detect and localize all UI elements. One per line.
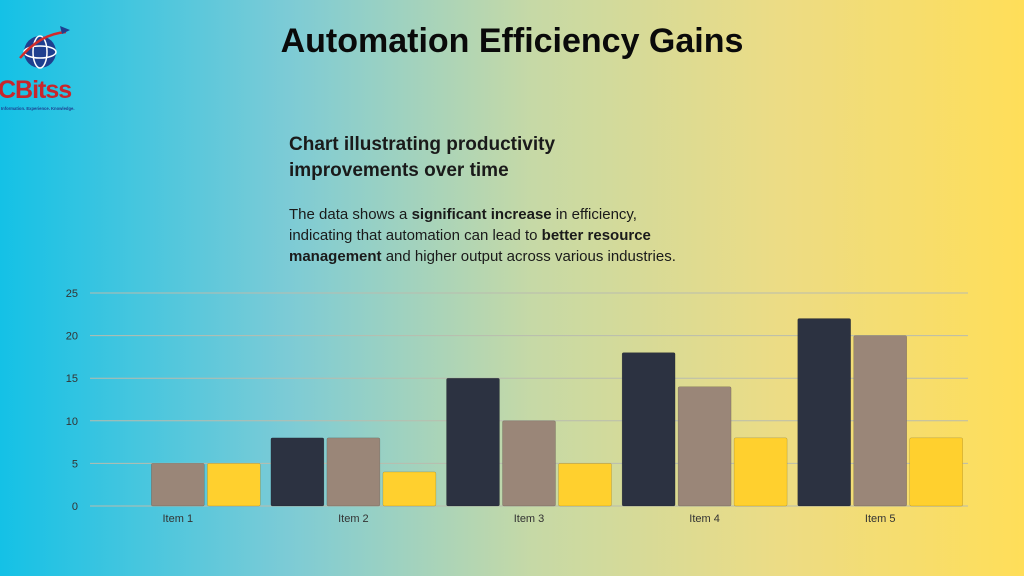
x-tick-label: Item 4 [689,513,720,525]
y-tick-label: 0 [72,501,78,513]
bar-series1-item-4 [621,352,676,507]
y-tick-label: 20 [66,331,78,343]
y-tick-label: 15 [66,373,78,385]
bar-series1-item-3 [446,377,500,507]
bar-series3-item-2 [382,471,437,507]
y-tick-label: 10 [66,416,78,428]
x-tick-label: Item 1 [163,513,194,525]
y-tick-label: 5 [72,458,78,470]
bar-series1-item-5 [797,318,851,507]
chart-subtitle: Chart illustrating productivity improvem… [289,134,556,181]
bar-series2-item-3 [502,420,556,507]
highlight-better-resource-management: better resource management [289,227,651,265]
cbitss-logo: CBitss Information. Experience. Knowledg… [0,26,75,111]
highlight-significant-increase: significant increase [411,206,552,223]
page-title: Automation Efficiency Gains [280,22,744,60]
x-tick-label: Item 3 [514,513,545,525]
bar-series3-item-1 [207,463,261,507]
bar-series3-item-5 [909,437,963,507]
bar-series2-item-2 [326,437,381,507]
x-tick-label: Item 2 [338,513,369,525]
bar-series2-item-4 [677,386,732,507]
logo-text: CBitss [0,76,71,104]
bar-series3-item-3 [558,463,612,507]
bar-series1-item-2 [270,437,325,507]
x-tick-label: Item 5 [865,513,896,525]
globe-plane-icon [19,26,70,69]
bar-series2-item-1 [151,463,205,507]
bar-series2-item-5 [853,335,907,507]
logo-tagline: Information. Experience. Knowledge. [1,106,75,111]
chart-description: The data shows a significant increase in… [289,206,676,265]
bar-series3-item-4 [733,437,788,507]
y-tick-label: 25 [66,288,78,300]
